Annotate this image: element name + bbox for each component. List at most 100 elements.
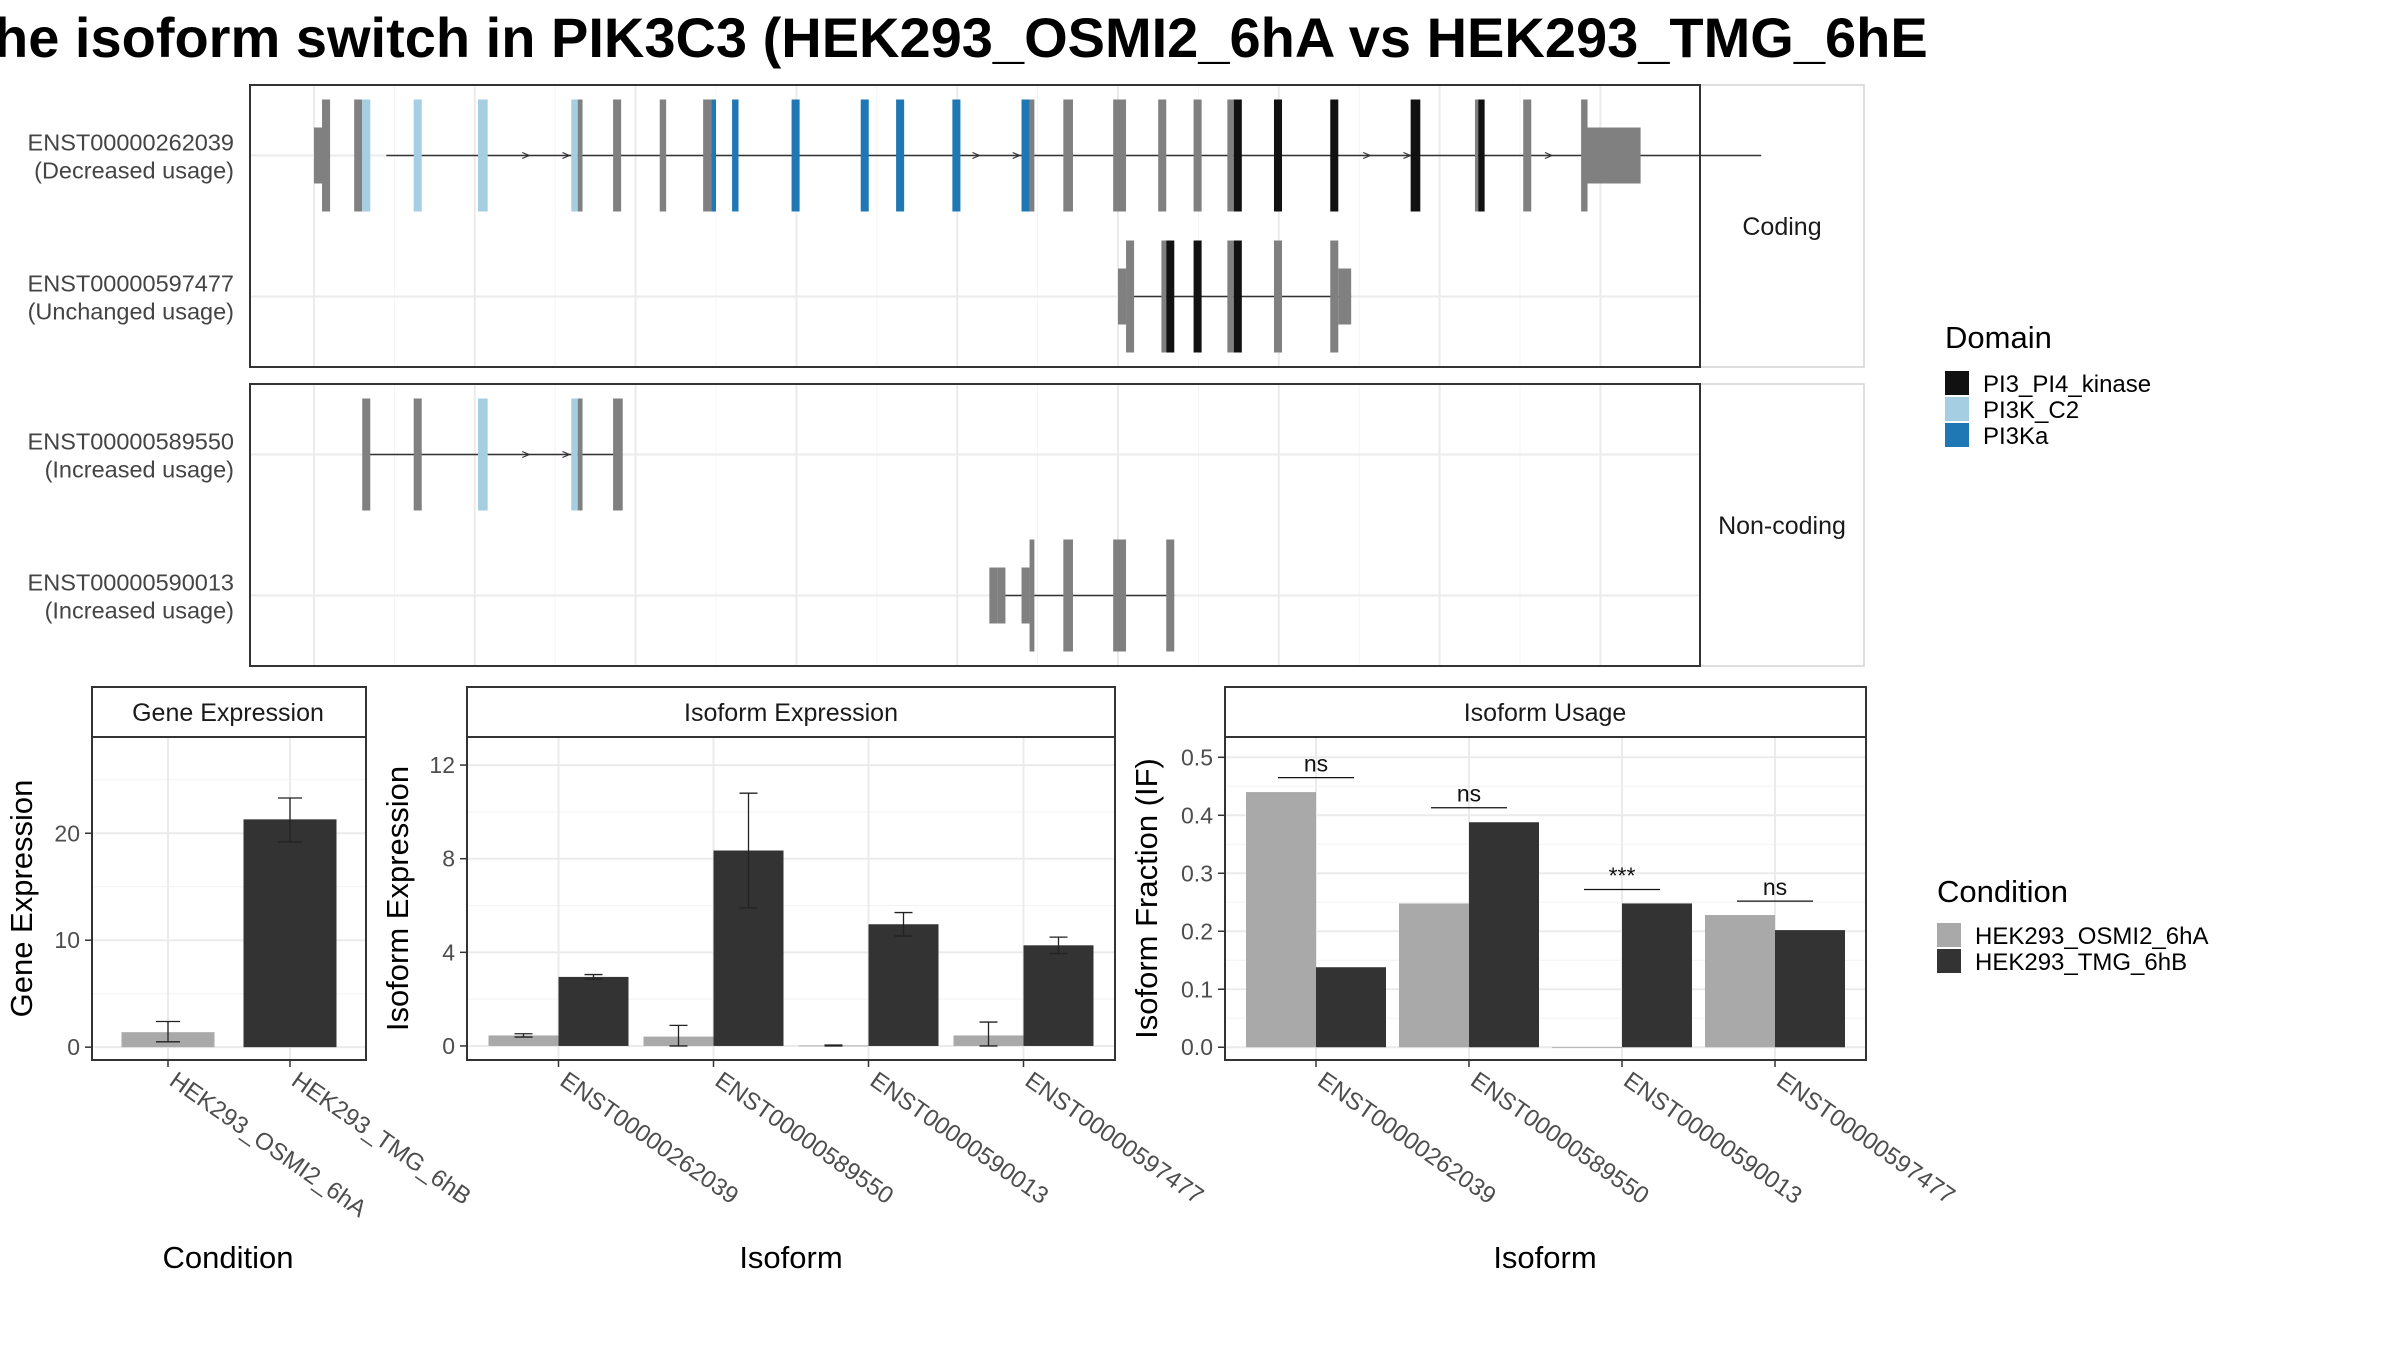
exon <box>577 99 583 212</box>
y-tick-label: 8 <box>442 846 455 872</box>
y-tick-label: 20 <box>54 820 80 846</box>
strand-arrow <box>562 450 571 459</box>
strand-arrow <box>1403 151 1412 160</box>
exon <box>1161 240 1167 353</box>
transcript-usage-label: (Unchanged usage) <box>28 299 234 325</box>
significance-label: ns <box>1457 781 1481 807</box>
y-tick-label: 0.5 <box>1181 744 1213 770</box>
bar-HEK293_OSMI2_6hA <box>1705 915 1775 1048</box>
y-axis-title: Gene Expression <box>4 780 39 1018</box>
exon-PI3Ka <box>860 99 869 212</box>
exon <box>1029 99 1035 212</box>
x-axis-title: Condition <box>163 1240 294 1275</box>
exon-PI3_PI4_kinase <box>1233 240 1242 353</box>
exon <box>989 567 998 624</box>
domain-legend-label: PI3_PI4_kinase <box>1983 371 2151 398</box>
bar-HEK293_TMG_6hB <box>1316 967 1386 1048</box>
condition-legend-title: Condition <box>1937 874 2068 909</box>
exon-PI3_PI4_kinase <box>1233 99 1242 212</box>
significance-label: ns <box>1763 874 1787 900</box>
transcript-ENST00000589550 <box>362 398 623 511</box>
facet-strip <box>1224 686 1867 738</box>
exon <box>703 99 712 212</box>
exon <box>314 127 324 184</box>
noncoding-strip <box>1699 383 1865 667</box>
facet-strip-title: Isoform Usage <box>1464 699 1627 727</box>
transcript-id-label: ENST00000262039 <box>28 130 234 156</box>
bar-HEK293_OSMI2_6hA <box>1552 1047 1622 1049</box>
exon-PI3_PI4_kinase <box>1166 240 1175 353</box>
exon <box>1523 99 1532 212</box>
strand-arrow <box>972 151 982 160</box>
exon <box>577 398 583 511</box>
condition-legend-key <box>1937 923 1961 947</box>
y-tick-label: 0.2 <box>1181 918 1213 944</box>
bar-HEK293_OSMI2_6hA <box>1246 792 1316 1048</box>
exon-PI3_PI4_kinase <box>1330 99 1339 212</box>
exon-PI3Ka <box>732 99 739 212</box>
bar-HEK293_TMG_6hB <box>558 976 629 1046</box>
y-axis-title: Isoform Fraction (IF) <box>1129 758 1164 1039</box>
exon-PI3Ka <box>1021 99 1030 212</box>
domain-legend-key <box>1945 371 1969 395</box>
bar-HEK293_TMG_6hB <box>1775 930 1845 1048</box>
facet-strip <box>91 686 367 738</box>
exon-PI3K_C2 <box>413 99 422 212</box>
condition-legend-label: HEK293_TMG_6hB <box>1975 949 2187 976</box>
domain-legend-key <box>1945 397 1969 421</box>
strand-arrow <box>1544 151 1554 160</box>
noncoding-strip-label: Non-coding <box>1718 512 1846 540</box>
condition-legend-label: HEK293_OSMI2_6hA <box>1975 923 2208 950</box>
y-tick-label: 12 <box>429 752 455 778</box>
x-axis-title: Isoform <box>739 1240 842 1275</box>
y-tick-label: 4 <box>442 939 455 965</box>
exon-PI3Ka <box>952 99 961 212</box>
strand-arrow <box>1012 151 1022 160</box>
exon <box>613 398 623 511</box>
exon <box>659 99 667 212</box>
domain-legend-label: PI3K_C2 <box>1983 397 2079 424</box>
exon-PI3K_C2 <box>571 398 578 511</box>
bar-HEK293_TMG_6hB <box>1469 822 1539 1048</box>
transcript-usage-label: (Decreased usage) <box>34 158 234 184</box>
y-tick-label: 10 <box>54 927 80 953</box>
bar-HEK293_OSMI2_6hA <box>488 1035 559 1046</box>
exon <box>413 398 422 511</box>
bar-HEK293_TMG_6hB <box>1622 903 1692 1048</box>
exon-PI3K_C2 <box>362 99 371 212</box>
transcript-ENST00000597477 <box>1118 240 1352 353</box>
condition-legend-key <box>1937 949 1961 973</box>
exon <box>1273 240 1283 353</box>
exon <box>1113 99 1127 212</box>
coding-panel-bg <box>250 85 1700 367</box>
strand-arrow <box>1363 151 1372 160</box>
bar-HEK293_OSMI2_6hA <box>1399 903 1469 1048</box>
exon <box>1166 539 1175 652</box>
exon <box>1584 127 1641 184</box>
exon-PI3_PI4_kinase <box>1478 99 1485 212</box>
y-axis-title: Isoform Expression <box>380 766 415 1031</box>
exon-PI3Ka <box>711 99 716 212</box>
y-tick-label: 0.4 <box>1181 802 1213 828</box>
exon <box>1193 99 1202 212</box>
y-tick-label: 0.3 <box>1181 860 1213 886</box>
facet-strip-title: Isoform Expression <box>684 699 898 727</box>
exon <box>354 99 363 212</box>
exon <box>997 567 1006 624</box>
exon-PI3_PI4_kinase <box>1273 99 1283 212</box>
exon-PI3Ka <box>896 99 905 212</box>
exon <box>1474 99 1479 212</box>
y-tick-label: 0 <box>67 1034 80 1060</box>
exon <box>1029 539 1035 652</box>
significance-label: *** <box>1609 863 1636 889</box>
exon <box>1126 240 1135 353</box>
bar-HEK293_TMG_6hB <box>243 819 337 1048</box>
exon <box>1063 99 1073 212</box>
y-tick-label: 0.0 <box>1181 1034 1213 1060</box>
exon-PI3Ka <box>791 99 800 212</box>
exon-PI3_PI4_kinase <box>1410 99 1421 212</box>
exon <box>322 99 331 212</box>
exon <box>1227 99 1234 212</box>
transcript-ENST00000590013 <box>989 539 1175 652</box>
